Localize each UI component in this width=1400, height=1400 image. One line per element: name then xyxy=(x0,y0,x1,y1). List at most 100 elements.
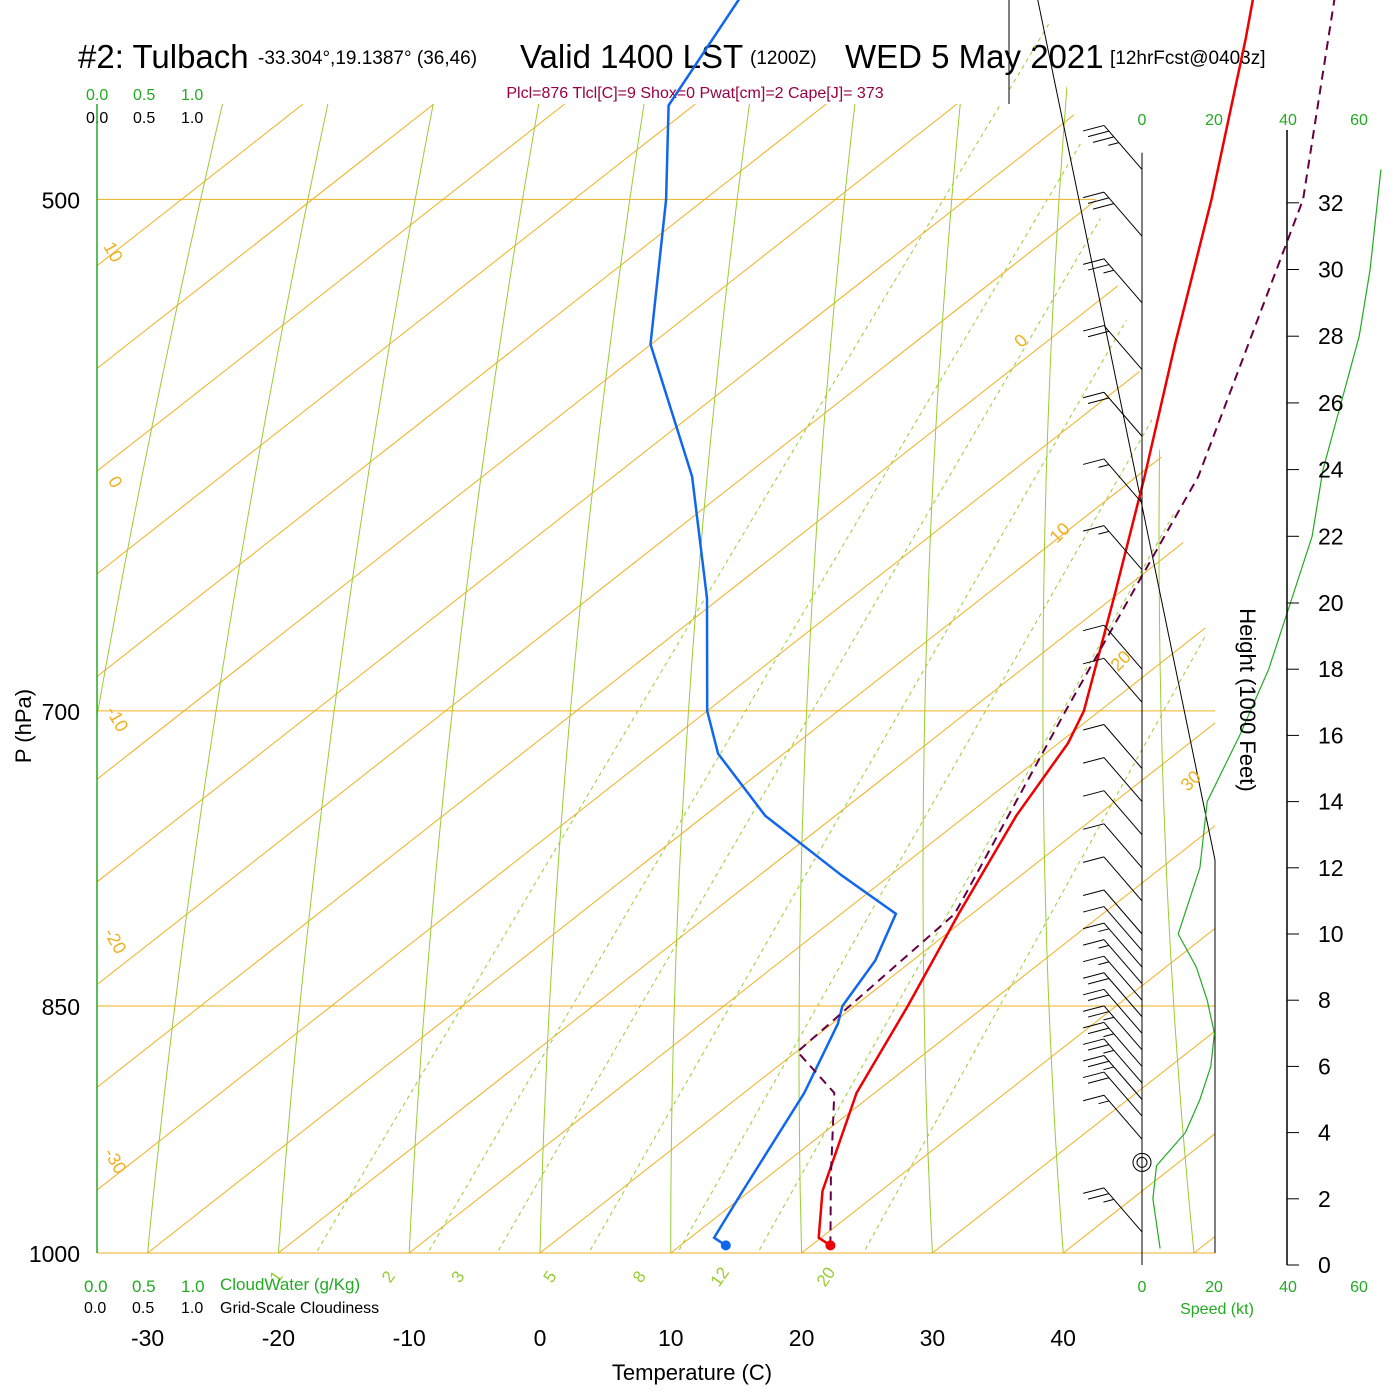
mixing-ratio-line xyxy=(554,0,1215,1254)
wind-barb-feather xyxy=(1082,790,1105,797)
dry-adiabat-lines xyxy=(97,0,1400,1313)
height-tick-label: 8 xyxy=(1318,987,1331,1013)
wind-barb-staff xyxy=(1103,939,1143,984)
wind-barb-feather xyxy=(1098,1100,1110,1105)
wind-barb xyxy=(1082,972,1143,1018)
height-tick-label: 6 xyxy=(1318,1053,1331,1079)
wind-barb-staff xyxy=(1103,657,1143,703)
wind-barb xyxy=(1082,1038,1143,1084)
mixing-ratio-label: 2 xyxy=(378,1268,399,1287)
wind-barb-feather xyxy=(1082,258,1105,265)
wind-barb-staff xyxy=(1103,191,1143,237)
sounding-profiles xyxy=(649,0,1336,1251)
isotherm-label: 0 xyxy=(104,473,126,492)
mixing-ratio-line xyxy=(462,0,1215,1254)
height-tick-label: 14 xyxy=(1318,789,1344,815)
mixing-ratio-label: 3 xyxy=(448,1268,469,1287)
isotherm-line xyxy=(278,103,1215,1254)
wind-barb-feather xyxy=(1082,391,1105,399)
isotherm-line xyxy=(97,103,304,1254)
cloudwater-scale-top-0: 0.0 xyxy=(86,87,108,104)
wind-barb-feather xyxy=(1082,1055,1105,1062)
wind-barb xyxy=(1082,1187,1143,1233)
pressure-tick-label: 850 xyxy=(42,994,80,1020)
isotherm-line xyxy=(97,103,958,1254)
mixing-ratio-lines xyxy=(280,0,1215,1254)
wind-barb-staff xyxy=(1103,1187,1143,1233)
wind-barb-feather xyxy=(1108,142,1119,146)
wind-barb-feather xyxy=(1082,458,1105,465)
wind-barb xyxy=(1082,724,1143,769)
wind-barb-staff xyxy=(1103,1055,1143,1100)
calm-circle-inner xyxy=(1136,1156,1148,1168)
wind-barb xyxy=(1082,955,1143,1001)
wind-barb xyxy=(1082,823,1143,869)
mixing-ratio-label: 8 xyxy=(629,1268,650,1287)
pressure-axis: 2503004005007008501000 xyxy=(29,187,80,1267)
wind-speed-curve xyxy=(1152,169,1382,1249)
cloudwater-scale-label: CloudWater (g/Kg) xyxy=(220,1275,360,1294)
wind-barb xyxy=(1082,458,1143,504)
wind-barb-feather xyxy=(1087,397,1110,404)
temperature-tick-label: -10 xyxy=(393,1325,426,1351)
dry-adiabat-line xyxy=(406,0,764,1254)
speed-bottom-0: 0 xyxy=(1138,1279,1147,1296)
cloudwater-scale-bottom-0: 0.0 xyxy=(84,1277,108,1296)
wind-barb xyxy=(1082,391,1143,437)
wind-barb xyxy=(1082,191,1143,237)
wind-barb-feather xyxy=(1087,1077,1110,1084)
cloudiness-scale-bottom-0: 0.0 xyxy=(84,1300,106,1317)
height-tick-label: 32 xyxy=(1318,190,1344,216)
wind-barb-staff xyxy=(1103,458,1143,504)
speed-bottom-60: 60 xyxy=(1350,1279,1368,1296)
wind-barb xyxy=(1082,790,1143,836)
calm-circle-outer xyxy=(1132,1152,1152,1172)
wind-barb-feather xyxy=(1082,757,1105,764)
speed-axis-label: Speed (kt) xyxy=(1180,1301,1254,1318)
height-tick-label: 12 xyxy=(1318,855,1344,881)
wind-barb-feather xyxy=(1082,624,1105,632)
wind-barb-staff xyxy=(1103,1022,1143,1067)
wind-barb-feather xyxy=(1092,136,1115,143)
wind-barb xyxy=(1082,624,1143,670)
wind-barb-staff xyxy=(1103,258,1143,304)
wind-barb xyxy=(1082,757,1143,802)
wind-barb xyxy=(1082,1071,1143,1117)
wind-barb-feather xyxy=(1087,1193,1110,1200)
height-tick-label: 30 xyxy=(1318,257,1344,283)
temperature-tick-label: -30 xyxy=(131,1325,164,1351)
height-tick-label: 0 xyxy=(1318,1252,1331,1278)
wind-barb-staff xyxy=(1103,757,1143,802)
temperature-tick-label: 30 xyxy=(920,1325,946,1351)
wind-barb-staff xyxy=(1103,325,1143,370)
wind-barb-feather xyxy=(1082,724,1105,731)
wind-barb xyxy=(1082,124,1143,170)
wind-barb-staff xyxy=(1103,1094,1143,1140)
right-boundary-slant xyxy=(1037,0,1216,861)
speed-bottom-40: 40 xyxy=(1279,1279,1297,1296)
wind-barb-feather xyxy=(1098,928,1110,933)
speed-top-20: 20 xyxy=(1205,112,1223,129)
pressure-tick-label: 1000 xyxy=(29,1241,80,1267)
surface-temperature-dot xyxy=(825,1240,836,1251)
wind-barb xyxy=(1082,1055,1143,1100)
plot-frame xyxy=(96,0,1216,1253)
wind-barb-feather xyxy=(1082,124,1105,132)
wind-barb-feather xyxy=(1098,464,1110,468)
wind-barb xyxy=(1082,988,1143,1034)
wind-barb-staff xyxy=(1103,906,1143,951)
cloudiness-scale-top-2: 1.0 xyxy=(181,110,203,127)
wind-barb-staff xyxy=(1103,1038,1143,1084)
wind-barb-feather xyxy=(1082,1187,1105,1194)
height-tick-label: 2 xyxy=(1318,1186,1331,1212)
height-tick-label: 16 xyxy=(1318,722,1344,748)
dry-adiabat-line xyxy=(141,0,590,1254)
wind-barb-feather xyxy=(1082,955,1105,963)
wind-barb-feather xyxy=(1082,657,1105,665)
dry-adiabat-line xyxy=(1381,0,1400,1313)
wind-barb xyxy=(1082,1021,1143,1067)
wind-barb-feather xyxy=(1098,944,1110,949)
wind-barb-staff xyxy=(1103,988,1143,1034)
isotherm-line xyxy=(97,103,435,1254)
